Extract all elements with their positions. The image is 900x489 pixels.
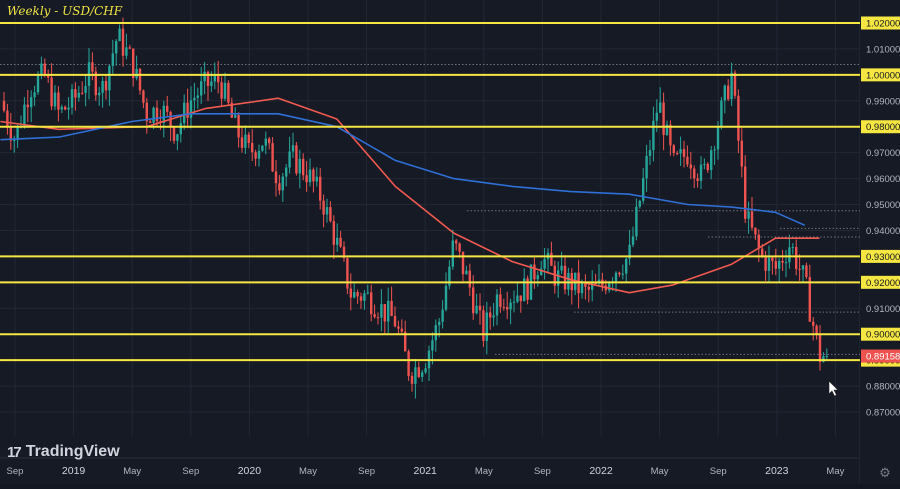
time-label: 2019 — [62, 465, 86, 477]
price-label: 0.97000 — [866, 148, 900, 159]
price-label: 0.92000 — [866, 278, 900, 289]
time-label: 2023 — [765, 465, 789, 477]
time-label: Sep — [358, 466, 375, 477]
time-axis[interactable]: Sep 2019 May Sep 2020 May Sep 2021 May Sep 2022 May… — [7, 465, 845, 477]
price-label: 0.88000 — [866, 382, 900, 393]
chart-settings-gear-icon[interactable]: ⚙ — [879, 465, 891, 480]
time-label: May — [651, 466, 669, 477]
time-label: May — [123, 466, 141, 477]
brand-name: TradingView — [25, 443, 120, 460]
time-label: May — [475, 466, 493, 477]
chart-title: Weekly - USD/CHF — [7, 4, 123, 18]
price-label: 1.01000 — [866, 44, 900, 55]
price-label: 0.94000 — [866, 226, 900, 237]
time-label: Sep — [534, 466, 551, 477]
moving-average-lines — [0, 97, 820, 294]
time-label: 2020 — [238, 465, 262, 477]
time-label: 2021 — [414, 465, 438, 477]
time-label: May — [826, 466, 844, 477]
price-label: 0.87000 — [866, 408, 900, 419]
tradingview-logo[interactable]: 17 TradingView — [7, 443, 120, 461]
last-price-label: 0.89158 — [866, 352, 900, 363]
time-label: Sep — [710, 466, 727, 477]
time-label: 2022 — [589, 465, 613, 477]
price-axis[interactable]: 1.02000 1.01000 1.00000 0.99000 0.98000 0.970… — [860, 0, 900, 484]
price-label: 1.02000 — [866, 19, 900, 30]
horizontal-levels[interactable] — [0, 22, 860, 362]
time-label: Sep — [7, 466, 24, 477]
price-label: 0.96000 — [866, 174, 900, 185]
price-label: 0.98000 — [866, 122, 900, 133]
tradingview-mark-icon: 17 — [7, 443, 22, 461]
time-label: Sep — [182, 466, 199, 477]
cursor-arrow-icon — [828, 380, 839, 397]
candlestick-series — [2, 17, 828, 399]
price-label: 0.93000 — [866, 252, 900, 263]
price-label: 0.91000 — [866, 304, 900, 315]
price-label: 0.99000 — [866, 96, 900, 107]
price-label: 1.00000 — [866, 70, 900, 81]
price-label: 0.95000 — [866, 200, 900, 211]
time-label: May — [299, 466, 317, 477]
price-label: 0.90000 — [866, 330, 900, 341]
